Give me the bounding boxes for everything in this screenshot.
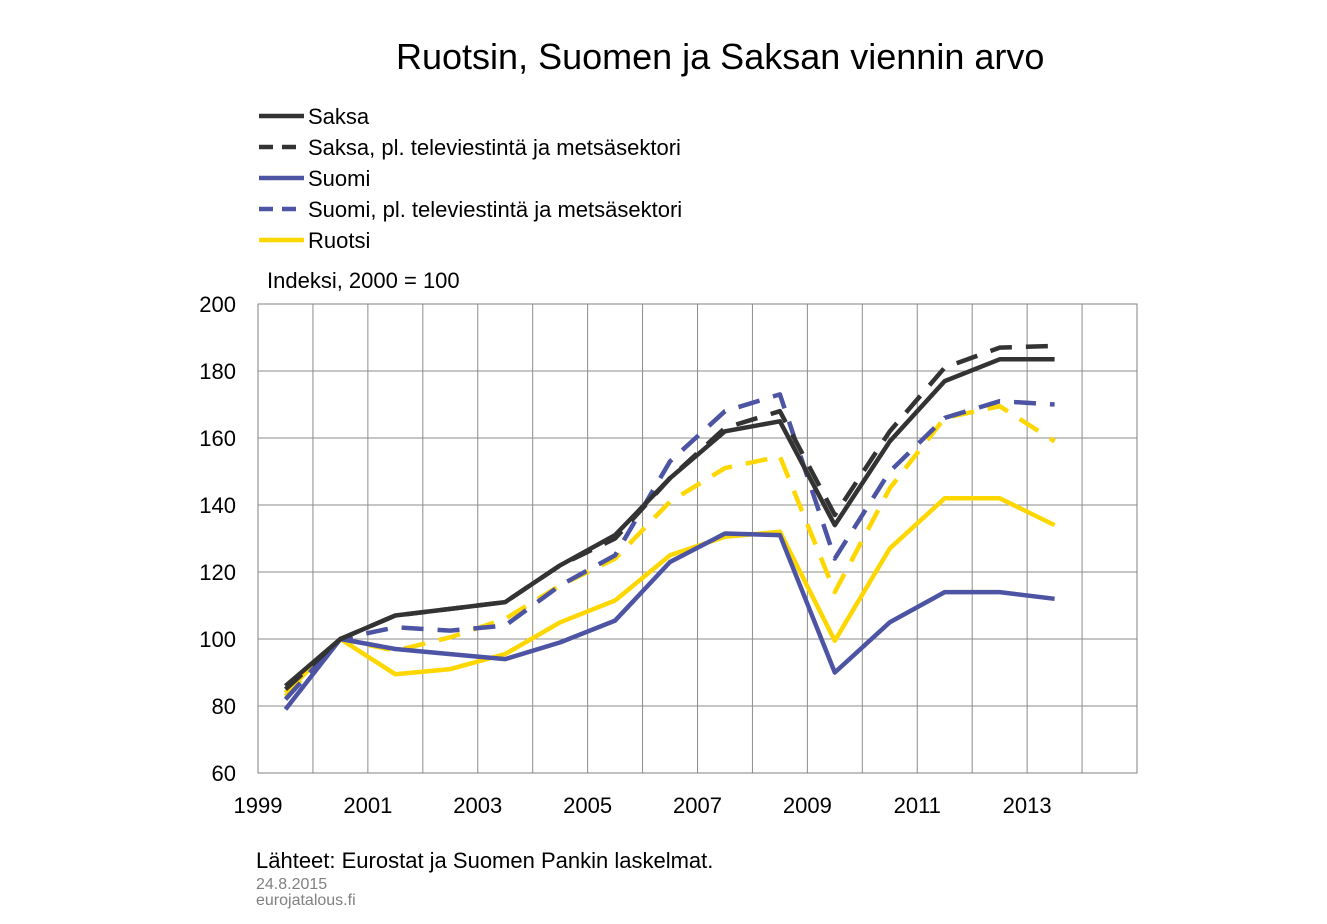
x-tick-label: 2013 bbox=[1003, 793, 1052, 818]
x-tick-label: 1999 bbox=[234, 793, 283, 818]
series-line-5 bbox=[283, 403, 1056, 698]
plot-area-border bbox=[257, 303, 1138, 774]
x-tick-label: 2001 bbox=[343, 793, 392, 818]
grid bbox=[258, 303, 1137, 774]
y-axis-ticks: 60 80 100 120 140 160 180 200 bbox=[199, 292, 236, 786]
legend-label: Suomi bbox=[308, 166, 370, 191]
source-note: Lähteet: Eurostat ja Suomen Pankin laske… bbox=[256, 848, 714, 873]
series-lines bbox=[283, 343, 1056, 711]
legend-label: Saksa bbox=[308, 104, 370, 129]
series-line-2 bbox=[283, 343, 1055, 691]
y-tick-label: 140 bbox=[199, 493, 236, 518]
y-tick-label: 180 bbox=[199, 359, 236, 384]
series-line-1 bbox=[284, 357, 1055, 688]
series-line-6 bbox=[283, 496, 1056, 695]
footer-site: eurojatalous.fi bbox=[256, 892, 356, 909]
y-tick-label: 60 bbox=[212, 761, 236, 786]
series-line-4 bbox=[283, 392, 1055, 701]
y-tick-label: 120 bbox=[199, 560, 236, 585]
x-tick-label: 2011 bbox=[894, 793, 941, 818]
y-tick-label: 80 bbox=[212, 694, 236, 719]
legend-label: Ruotsi bbox=[308, 228, 370, 253]
x-axis-ticks: 1999 2001 2003 2005 2007 2009 2011 2013 bbox=[234, 793, 1052, 818]
chart-title: Ruotsin, Suomen ja Saksan viennin arvo bbox=[396, 36, 1045, 77]
y-tick-label: 200 bbox=[199, 292, 236, 317]
y-tick-label: 100 bbox=[199, 627, 236, 652]
x-tick-label: 2007 bbox=[673, 793, 722, 818]
x-tick-label: 2003 bbox=[453, 793, 502, 818]
legend-label: Suomi, pl. televiestintä ja metsäsektori bbox=[308, 197, 682, 222]
x-tick-label: 2005 bbox=[563, 793, 612, 818]
footer-date: 24.8.2015 bbox=[256, 876, 328, 893]
legend: Saksa Saksa, pl. televiestintä ja metsäse… bbox=[259, 104, 682, 253]
series-line-3 bbox=[283, 531, 1055, 711]
legend-label: Saksa, pl. televiestintä ja metsäsektori bbox=[308, 135, 681, 160]
units-label: Indeksi, 2000 = 100 bbox=[267, 268, 460, 293]
x-tick-label: 2009 bbox=[783, 793, 832, 818]
y-tick-label: 160 bbox=[199, 426, 236, 451]
